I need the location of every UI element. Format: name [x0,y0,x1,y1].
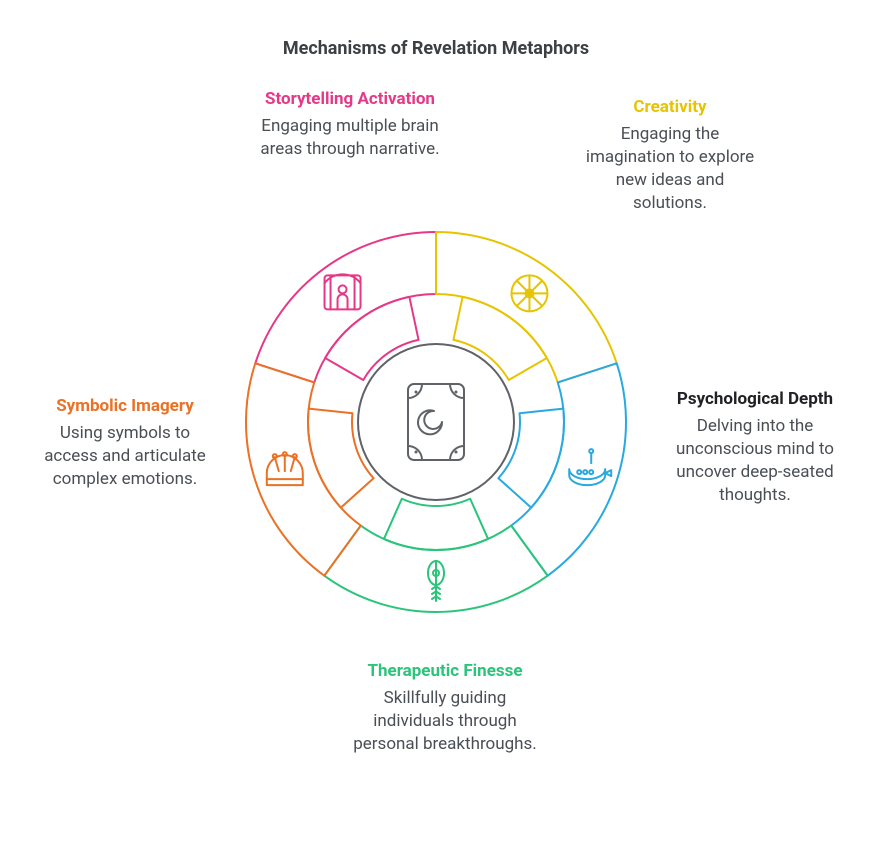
label-storytelling: Storytelling Activation Engaging multiple… [255,88,445,161]
depth-icon [569,449,611,485]
label-desc-finesse: Skillfully guiding individuals through p… [345,687,545,756]
label-heading-imagery: Symbolic Imagery [40,395,210,418]
label-desc-creativity: Engaging the imagination to explore new … [580,123,760,215]
label-creativity: Creativity Engaging the imagination to ex… [580,96,760,215]
imagery-icon [267,452,303,485]
label-heading-depth: Psychological Depth [670,388,840,411]
creativity-icon [511,275,547,311]
label-imagery: Symbolic Imagery Using symbols to access … [40,395,210,491]
wedge-finesse [384,498,488,549]
finesse-icon [428,561,444,601]
label-heading-storytelling: Storytelling Activation [255,88,445,111]
label-finesse: Therapeutic Finesse Skillfully guiding in… [345,660,545,756]
label-heading-creativity: Creativity [580,96,760,119]
label-desc-imagery: Using symbols to access and articulate c… [40,422,210,491]
hub-circle [358,344,514,500]
page-title: Mechanisms of Revelation Metaphors [0,38,872,59]
label-desc-storytelling: Engaging multiple brain areas through na… [255,115,445,161]
label-depth: Psychological Depth Delving into the unco… [670,388,840,507]
wheel-diagram [196,182,676,662]
label-desc-depth: Delving into the unconscious mind to unc… [670,415,840,507]
storytelling-icon [325,274,361,309]
label-heading-finesse: Therapeutic Finesse [345,660,545,683]
